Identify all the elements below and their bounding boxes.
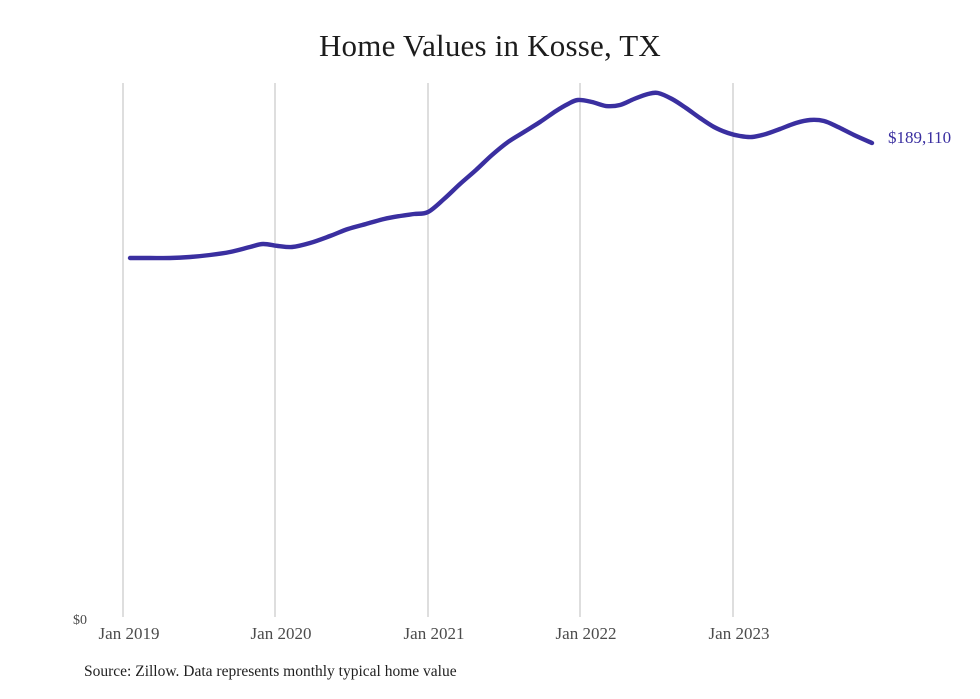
series-line-typical-home-value [127, 90, 875, 261]
gridlines [122, 83, 734, 617]
xtick-label-1: Jan 2020 [251, 624, 312, 643]
xtick-label-0: Jan 2019 [99, 624, 160, 643]
xtick-label-2: Jan 2021 [404, 624, 465, 643]
source-note: Source: Zillow. Data represents monthly … [84, 663, 457, 680]
xtick-label-4: Jan 2023 [709, 624, 770, 643]
xtick-label-3: Jan 2022 [556, 624, 617, 643]
series-end-value-label: $189,110 [888, 128, 951, 147]
y-axis-zero-label: $0 [73, 613, 87, 628]
page-title: Home Values in Kosse, TX [318, 28, 662, 63]
